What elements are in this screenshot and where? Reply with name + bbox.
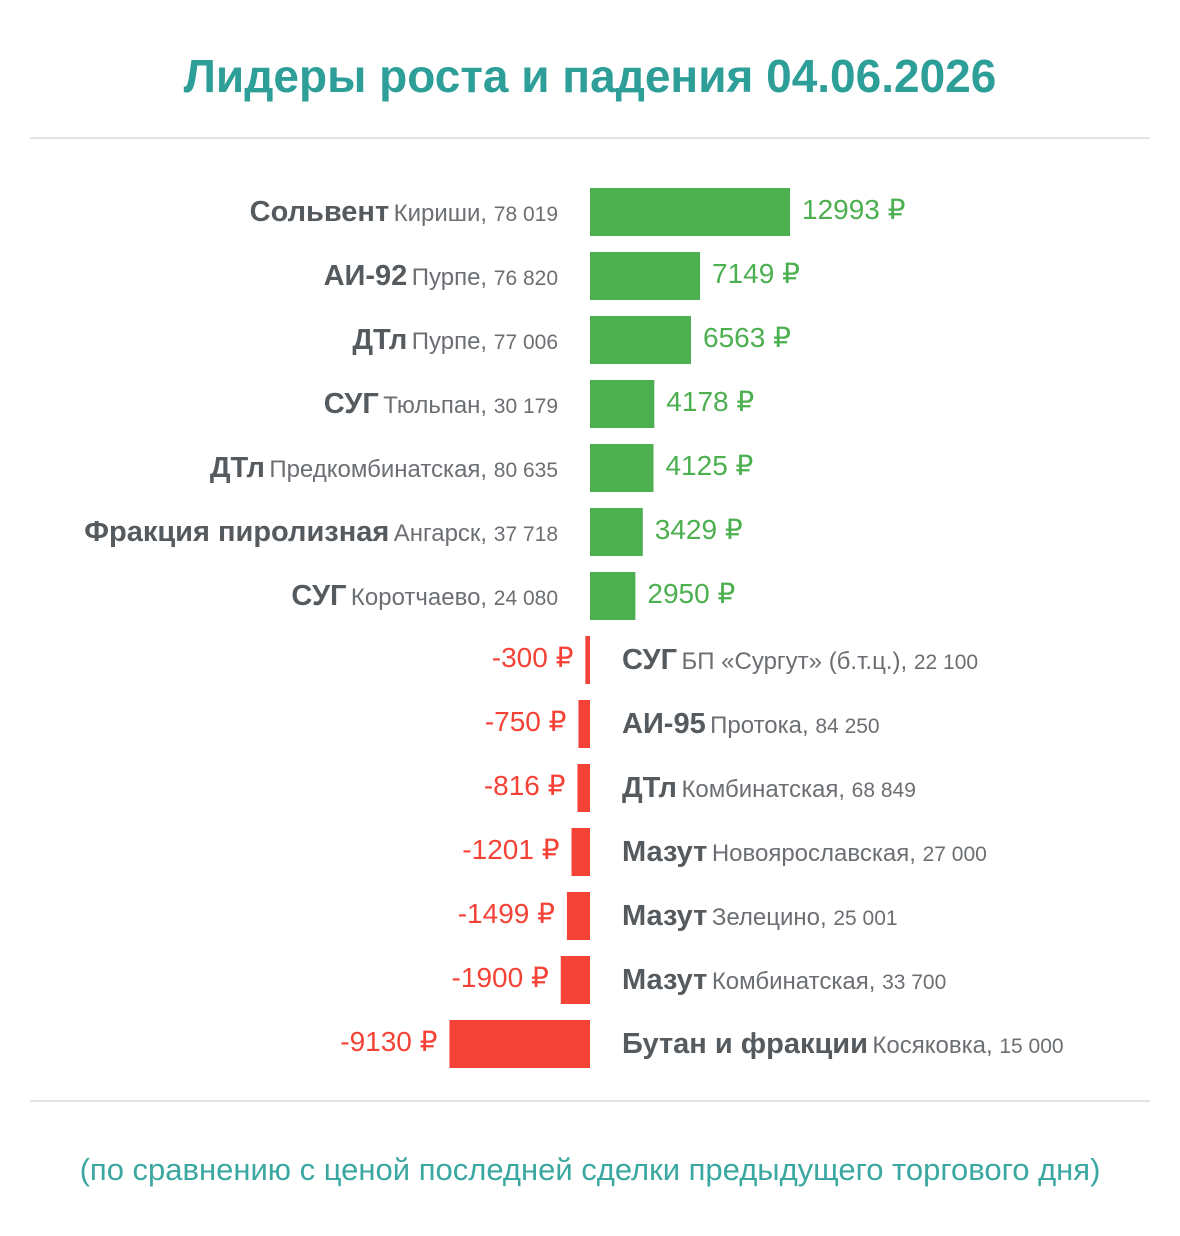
product-name: ДТл — [352, 324, 408, 356]
bar — [590, 188, 790, 236]
location-name: Предкомбинатская — [269, 456, 481, 483]
volume-value: 27 000 — [922, 843, 987, 866]
value-label: 4178 ₽ — [666, 386, 755, 417]
location-name: БП «Сургут» (б.т.ц.) — [681, 648, 901, 675]
category-label: Мазут Комбинатская, 33 700 — [622, 964, 947, 996]
page-title: Лидеры роста и падения 04.06.2026 — [183, 50, 997, 102]
location-name: Новоярославская — [711, 840, 910, 867]
bar — [585, 636, 590, 684]
bottom-divider — [30, 1100, 1150, 1102]
bar — [571, 828, 590, 876]
volume-value: 25 001 — [833, 907, 898, 930]
location-name: Комбинатская — [711, 968, 869, 995]
product-name: Сольвент — [249, 196, 390, 228]
location-name: Коротчаево — [350, 584, 481, 611]
category-label: Мазут Новоярославская, 27 000 — [622, 836, 987, 868]
location-name: Протока — [710, 712, 803, 739]
value-label: -9130 ₽ — [340, 1026, 438, 1057]
location-name: Кириши — [393, 200, 481, 227]
product-name: АИ-92 — [323, 260, 408, 292]
product-name: Мазут — [622, 836, 708, 868]
bar — [449, 1020, 590, 1068]
category-label: АИ-95 Протока, 84 250 — [622, 708, 880, 740]
product-name: Мазут — [622, 964, 708, 996]
location-name: Тюльпан — [383, 392, 481, 419]
volume-value: 24 080 — [493, 587, 558, 610]
value-label: -1201 ₽ — [462, 834, 560, 865]
category-label: Бутан и фракции Косяковка, 15 000 — [622, 1028, 1064, 1060]
volume-value: 22 100 — [913, 651, 979, 674]
value-label: -816 ₽ — [483, 770, 566, 801]
value-label: -750 ₽ — [484, 706, 567, 737]
bar — [590, 444, 654, 492]
bar — [577, 764, 590, 812]
category-label: ДТл Пурпе, 77 006 — [352, 324, 558, 356]
category-label: СУГ БП «Сургут» (б.т.ц.), 22 100 — [622, 644, 979, 676]
location-name: Косяковка — [872, 1032, 986, 1059]
volume-value: 15 000 — [999, 1035, 1064, 1058]
bar — [590, 316, 692, 364]
value-label: 7149 ₽ — [712, 258, 800, 289]
value-label: 12993 ₽ — [802, 194, 906, 225]
location-name: Ангарск — [393, 520, 481, 547]
bar — [590, 252, 701, 300]
category-label: Сольвент Кириши, 78 019 — [249, 196, 558, 228]
category-label: ДТл Комбинатская, 68 849 — [622, 772, 916, 804]
bar — [590, 380, 655, 428]
volume-value: 76 820 — [493, 267, 558, 290]
category-label: СУГ Тюльпан, 30 179 — [323, 388, 558, 420]
value-label: 2950 ₽ — [647, 578, 736, 609]
location-name: Пурпе — [411, 264, 481, 291]
volume-value: 33 700 — [882, 971, 947, 994]
volume-value: 77 006 — [493, 331, 558, 354]
category-label: Фракция пиролизная Ангарск, 37 718 — [84, 516, 558, 548]
product-name: ДТл — [209, 452, 265, 484]
product-name: СУГ — [622, 644, 678, 676]
bar — [560, 956, 590, 1004]
product-name: Мазут — [622, 900, 708, 932]
bar — [566, 892, 590, 940]
volume-value: 80 635 — [493, 459, 558, 482]
location-name: Пурпе — [411, 328, 481, 355]
product-name: СУГ — [291, 580, 347, 612]
value-label: 4125 ₽ — [665, 450, 754, 481]
category-label: Мазут Зелецино, 25 001 — [622, 900, 898, 932]
category-label: СУГ Коротчаево, 24 080 — [291, 580, 558, 612]
value-label: -1900 ₽ — [451, 962, 549, 993]
volume-value: 37 718 — [493, 523, 558, 546]
volume-value: 84 250 — [815, 715, 880, 738]
location-name: Зелецино — [711, 904, 820, 931]
bar — [590, 508, 643, 556]
footnote: (по сравнению с ценой последней сделки п… — [79, 1152, 1101, 1187]
product-name: СУГ — [323, 388, 379, 420]
volume-value: 68 849 — [851, 779, 916, 802]
value-label: -300 ₽ — [491, 642, 574, 673]
bar — [590, 572, 636, 620]
top-divider — [30, 137, 1150, 139]
product-name: ДТл — [622, 772, 677, 804]
category-label: ДТл Предкомбинатская, 80 635 — [209, 452, 558, 484]
product-name: Бутан и фракции — [622, 1028, 868, 1060]
product-name: АИ-95 — [622, 708, 706, 740]
location-name: Комбинатская — [681, 776, 839, 803]
value-label: 3429 ₽ — [654, 514, 743, 545]
volume-value: 78 019 — [493, 203, 558, 226]
value-label: 6563 ₽ — [703, 322, 791, 353]
product-name: Фракция пиролизная — [84, 516, 390, 548]
category-label: АИ-92 Пурпе, 76 820 — [323, 260, 558, 292]
bar — [578, 700, 590, 748]
volume-value: 30 179 — [493, 395, 558, 418]
value-label: -1499 ₽ — [457, 898, 555, 929]
